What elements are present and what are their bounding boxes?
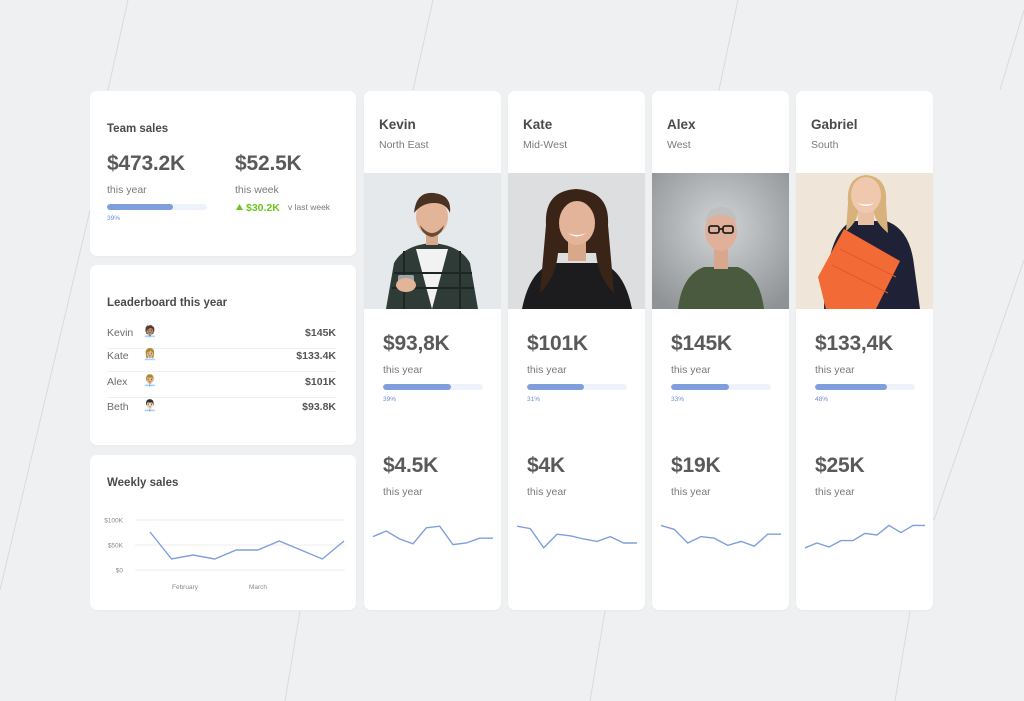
salesperson-progress-bar <box>815 384 915 390</box>
salesperson-progress-bar <box>671 384 771 390</box>
y-tick-label: $0 <box>116 568 124 575</box>
salesperson-sparkline <box>372 525 493 546</box>
salesperson-second-value: $19K <box>671 454 721 477</box>
salesperson-year-value: $133,4K <box>815 332 893 355</box>
team-sales-week-value: $52.5K <box>235 152 302 175</box>
salesperson-name: Gabriel <box>811 117 858 132</box>
triangle-up-icon <box>236 204 243 210</box>
team-sales-year-label: this year <box>107 184 147 196</box>
older-man-glasses-photo <box>652 173 789 309</box>
salesperson-region: Mid-West <box>523 139 568 151</box>
team-sales-progress-fill <box>107 204 173 210</box>
salesperson-second-label: this year <box>527 486 567 498</box>
salesperson-year-label: this year <box>671 364 711 376</box>
man-with-phone-photo <box>364 173 501 309</box>
salesperson-year-label: this year <box>383 364 423 376</box>
salesperson-year-label: this year <box>815 364 855 376</box>
salesperson-region: North East <box>379 139 429 151</box>
x-tick-label: February <box>172 584 199 591</box>
salesperson-name: Kevin <box>379 117 416 132</box>
salesperson-progress-pct: 31% <box>527 396 541 403</box>
salesperson-progress-pct: 48% <box>815 396 829 403</box>
salesperson-name: Kate <box>523 117 553 132</box>
businessperson-emoji-icon: 🧑🏽‍💼 <box>143 326 157 338</box>
salesperson-second-value: $4K <box>527 454 565 477</box>
leaderboard-value: $133.4K <box>296 350 336 362</box>
weekly-sales-card: Weekly sales $100K $50K $0 February March <box>90 455 356 610</box>
salesperson-second-label: this year <box>815 486 855 498</box>
businesswoman-emoji-icon: 👩🏼‍💼 <box>143 349 157 361</box>
salesperson-card-gabriel[interactable]: Gabriel South $133,4K this year 48% $25K… <box>796 91 933 610</box>
salesperson-region: South <box>811 139 839 151</box>
salesperson-name: Alex <box>667 117 696 132</box>
smiling-woman-photo <box>508 173 645 309</box>
leaderboard-value: $145K <box>305 327 336 339</box>
salesperson-card-alex[interactable]: Alex West $145K this year 33% $19K this … <box>652 91 789 610</box>
salesperson-card-kevin[interactable]: Kevin North East $93,8K this year 39% $4… <box>364 91 501 610</box>
businessman-emoji-icon: 👨🏻‍💼 <box>143 400 157 412</box>
salesperson-year-value: $145K <box>671 332 732 355</box>
leaderboard-card: Leaderboard this year Kevin 🧑🏽‍💼 $145K K… <box>90 265 356 445</box>
salesperson-year-label: this year <box>527 364 567 376</box>
leaderboard-name: Alex <box>107 376 128 388</box>
team-sales-year-value: $473.2K <box>107 152 185 175</box>
leaderboard-row[interactable]: Kevin 🧑🏽‍💼 $145K <box>107 322 336 349</box>
weekly-sales-chart: $100K $50K $0 February March <box>104 518 345 591</box>
team-sales-title: Team sales <box>107 123 169 135</box>
y-tick-label: $50K <box>108 543 124 550</box>
salesperson-sparkline <box>804 524 925 549</box>
salesperson-progress-fill <box>671 384 729 390</box>
salesperson-region: West <box>667 139 691 151</box>
salesperson-progress-fill <box>815 384 887 390</box>
salesperson-card-kate[interactable]: Kate Mid-West $101K this year 31% $4K th… <box>508 91 645 610</box>
woman-with-orange-folder-photo <box>796 173 933 309</box>
team-sales-progress-pct: 39% <box>107 215 121 222</box>
leaderboard-name: Kate <box>107 350 129 362</box>
salesperson-year-value: $101K <box>527 332 588 355</box>
team-sales-card: Team sales $473.2K this year $52.5K this… <box>90 91 356 256</box>
weekly-sales-line <box>149 531 345 560</box>
businessman-emoji-icon: 👨🏼‍💼 <box>143 375 157 387</box>
weekly-sales-title: Weekly sales <box>107 477 179 489</box>
salesperson-second-value: $4.5K <box>383 454 439 477</box>
leaderboard-value: $93.8K <box>302 401 336 413</box>
salesperson-progress-bar <box>527 384 627 390</box>
leaderboard-value: $101K <box>305 376 336 388</box>
salesperson-second-value: $25K <box>815 454 865 477</box>
leaderboard-name: Kevin <box>107 327 134 339</box>
salesperson-progress-fill <box>527 384 584 390</box>
salesperson-second-label: this year <box>383 486 423 498</box>
salesperson-sparkline <box>516 525 637 549</box>
leaderboard-row[interactable]: Beth 👨🏻‍💼 $93.8K <box>107 396 336 422</box>
x-tick-label: March <box>249 584 267 591</box>
team-sales-change-label: v last week <box>288 202 331 212</box>
salesperson-year-value: $93,8K <box>383 332 450 355</box>
salesperson-second-label: this year <box>671 486 711 498</box>
salesperson-progress-fill <box>383 384 451 390</box>
leaderboard-row[interactable]: Alex 👨🏼‍💼 $101K <box>107 371 336 398</box>
salesperson-progress-pct: 33% <box>671 396 685 403</box>
leaderboard-name: Beth <box>107 401 129 413</box>
salesperson-sparkline <box>660 524 781 548</box>
leaderboard-title: Leaderboard this year <box>107 297 228 309</box>
leaderboard-row[interactable]: Kate 👩🏼‍💼 $133.4K <box>107 345 336 372</box>
y-tick-label: $100K <box>104 518 123 525</box>
team-sales-change-value: $30.2K <box>246 202 280 214</box>
salesperson-progress-bar <box>383 384 483 390</box>
salesperson-progress-pct: 39% <box>383 396 397 403</box>
team-sales-week-label: this week <box>235 184 279 196</box>
team-sales-progress-bar <box>107 204 207 210</box>
